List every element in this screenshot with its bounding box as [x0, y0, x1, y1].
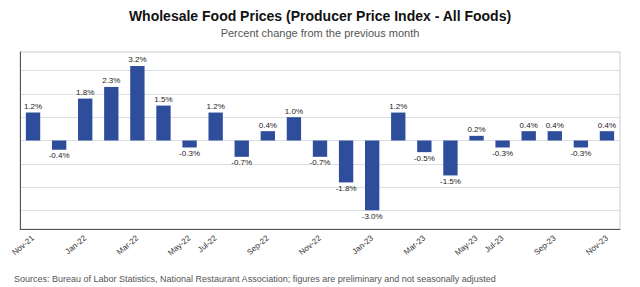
svg-text:-0.3%: -0.3%	[570, 149, 591, 158]
svg-text:2.3%: 2.3%	[102, 76, 120, 85]
svg-text:0.2%: 0.2%	[467, 125, 485, 134]
svg-text:Nov-22: Nov-22	[297, 233, 323, 257]
svg-text:0.4%: 0.4%	[520, 121, 538, 130]
svg-text:May-22: May-22	[166, 233, 193, 257]
svg-text:Nov-23: Nov-23	[584, 233, 610, 257]
svg-text:-0.4%: -0.4%	[49, 151, 70, 160]
svg-text:-0.7%: -0.7%	[310, 158, 331, 167]
svg-text:-0.3%: -0.3%	[179, 149, 200, 158]
svg-text:-0.7%: -0.7%	[231, 158, 252, 167]
svg-text:May-23: May-23	[453, 233, 480, 257]
svg-text:Mar-22: Mar-22	[115, 233, 141, 257]
svg-text:1.2%: 1.2%	[207, 102, 225, 111]
svg-text:0.4%: 0.4%	[598, 121, 616, 130]
svg-text:1.8%: 1.8%	[76, 88, 94, 97]
svg-text:Jan-22: Jan-22	[64, 233, 89, 256]
svg-text:-0.5%: -0.5%	[414, 154, 435, 163]
svg-text:Sep-22: Sep-22	[245, 233, 271, 257]
svg-text:Wholesale Food Prices (Produce: Wholesale Food Prices (Producer Price In…	[129, 8, 511, 24]
svg-text:Jan-23: Jan-23	[351, 233, 376, 256]
svg-text:Percent change from the previo: Percent change from the previous month	[221, 27, 420, 39]
svg-text:Sep-23: Sep-23	[532, 233, 558, 257]
svg-text:Mar-23: Mar-23	[402, 233, 428, 257]
svg-text:1.2%: 1.2%	[389, 102, 407, 111]
svg-text:1.0%: 1.0%	[285, 107, 303, 116]
svg-text:-1.5%: -1.5%	[440, 177, 461, 186]
svg-text:Jul-22: Jul-22	[196, 233, 219, 254]
svg-text:1.5%: 1.5%	[154, 95, 172, 104]
svg-text:-1.8%: -1.8%	[336, 184, 357, 193]
svg-text:-0.3%: -0.3%	[492, 149, 513, 158]
svg-text:3.2%: 3.2%	[128, 55, 146, 64]
svg-text:0.4%: 0.4%	[546, 121, 564, 130]
svg-text:1.2%: 1.2%	[24, 102, 42, 111]
svg-text:-3.0%: -3.0%	[362, 212, 383, 221]
svg-text:Nov-21: Nov-21	[10, 233, 36, 257]
svg-text:Sources: Bureau of Labor Stati: Sources: Bureau of Labor Statistics, Nat…	[14, 274, 496, 284]
svg-text:0.4%: 0.4%	[259, 121, 277, 130]
svg-text:Jul-23: Jul-23	[483, 233, 506, 254]
